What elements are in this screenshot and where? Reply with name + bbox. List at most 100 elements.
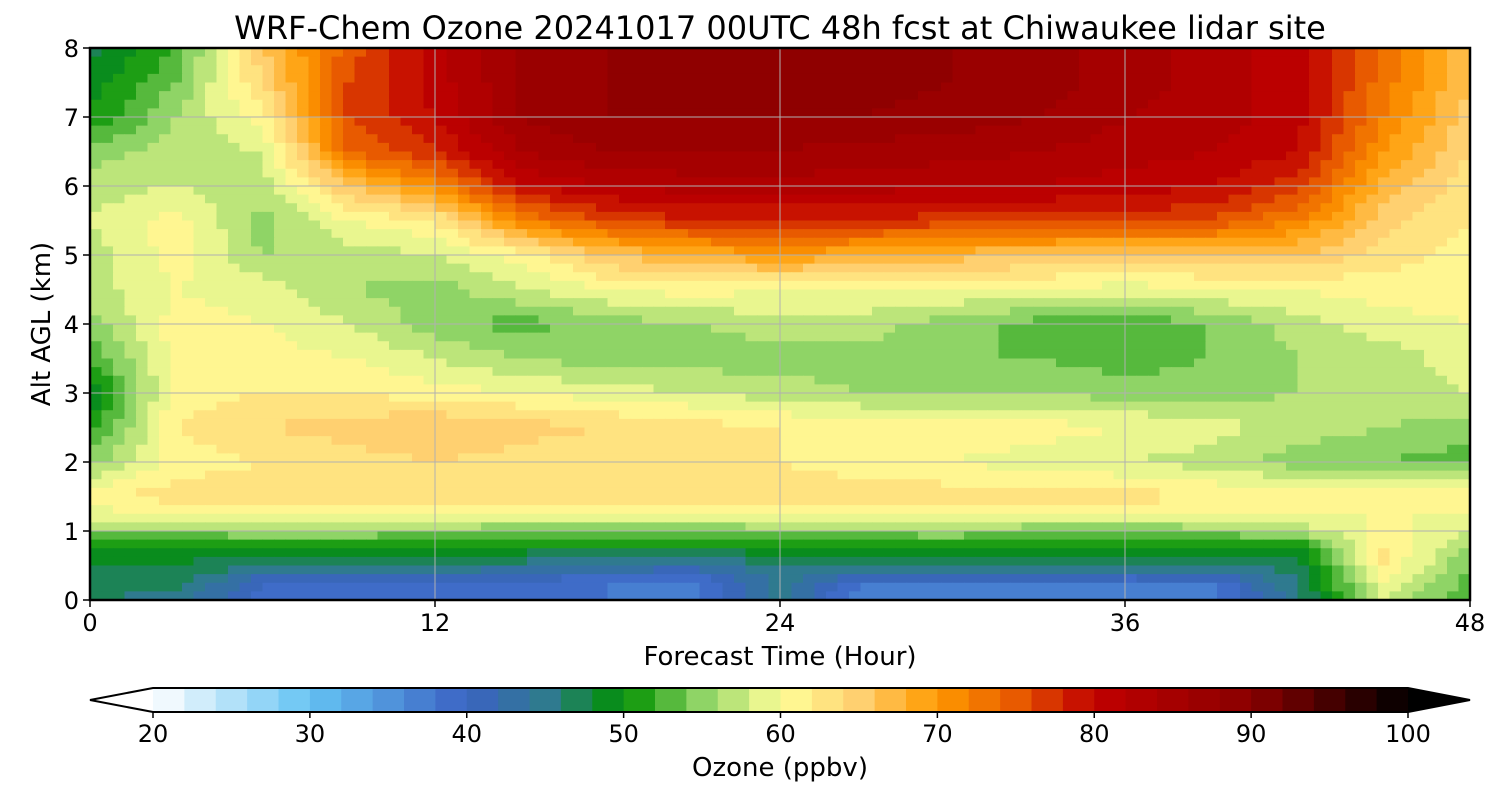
heatmap-cell <box>308 289 321 299</box>
heatmap-cell <box>998 48 1011 58</box>
heatmap-cell <box>1021 56 1034 66</box>
heatmap-cell <box>205 151 218 161</box>
heatmap-cell <box>964 194 977 204</box>
heatmap-cell <box>1171 324 1184 334</box>
heatmap-cell <box>849 298 862 308</box>
heatmap-cell <box>469 255 482 265</box>
heatmap-cell <box>216 211 229 222</box>
heatmap-cell <box>1067 375 1080 385</box>
heatmap-cell <box>734 211 747 222</box>
heatmap-cell <box>1125 134 1138 144</box>
heatmap-cell <box>216 349 229 360</box>
heatmap-cell <box>584 211 597 222</box>
heatmap-cell <box>343 280 356 291</box>
heatmap-cell <box>124 142 137 153</box>
heatmap-cell <box>883 358 896 368</box>
heatmap-cell <box>182 82 195 92</box>
heatmap-cell <box>550 367 563 377</box>
heatmap-cell <box>354 349 367 360</box>
heatmap-cell <box>504 289 517 299</box>
heatmap-cell <box>136 315 149 325</box>
heatmap-cell <box>124 237 137 247</box>
heatmap-cell <box>400 384 413 394</box>
heatmap-cell <box>1240 384 1253 394</box>
heatmap-cell <box>446 203 459 213</box>
heatmap-cell <box>377 91 390 101</box>
heatmap-cell <box>1251 306 1264 316</box>
heatmap-cell <box>918 237 931 247</box>
heatmap-cell <box>458 56 471 66</box>
heatmap-cell <box>1389 358 1402 368</box>
heatmap-cell <box>504 272 517 282</box>
heatmap-cell <box>607 56 620 66</box>
heatmap-cell <box>803 177 816 187</box>
heatmap-cell <box>285 73 298 84</box>
heatmap-cell <box>469 65 482 75</box>
heatmap-cell <box>1090 99 1103 109</box>
heatmap-cell <box>205 220 218 230</box>
heatmap-cell <box>1320 117 1333 127</box>
heatmap-cell <box>1286 117 1299 127</box>
heatmap-cell <box>1102 289 1115 299</box>
heatmap-cell <box>354 99 367 109</box>
heatmap-cell <box>412 56 425 66</box>
heatmap-cell <box>90 298 103 308</box>
heatmap-cell <box>872 289 885 299</box>
heatmap-cell <box>1021 73 1034 84</box>
heatmap-cell <box>1102 134 1115 144</box>
heatmap-cell <box>90 263 103 273</box>
heatmap-cell <box>170 263 183 273</box>
heatmap-cell <box>906 315 919 325</box>
heatmap-cell <box>814 237 827 247</box>
heatmap-cell <box>596 255 609 265</box>
heatmap-cell <box>458 65 471 75</box>
heatmap-cell <box>389 134 402 144</box>
heatmap-cell <box>458 117 471 127</box>
heatmap-cell <box>607 332 620 342</box>
heatmap-cell <box>1182 82 1195 92</box>
heatmap-cell <box>435 280 448 291</box>
heatmap-cell <box>1228 186 1241 196</box>
heatmap-cell <box>630 65 643 75</box>
heatmap-cell <box>860 349 873 360</box>
heatmap-cell <box>1217 358 1230 368</box>
heatmap-cell <box>860 160 873 170</box>
heatmap-cell <box>745 332 758 342</box>
heatmap-cell <box>1182 211 1195 222</box>
heatmap-cell <box>538 56 551 66</box>
heatmap-cell <box>1286 160 1299 170</box>
heatmap-cell <box>170 203 183 213</box>
heatmap-cell <box>1435 125 1448 135</box>
heatmap-cell <box>458 168 471 178</box>
heatmap-cell <box>849 91 862 101</box>
heatmap-cell <box>124 108 137 118</box>
heatmap-cell <box>734 168 747 178</box>
heatmap-cell <box>711 211 724 222</box>
heatmap-cell <box>113 91 126 101</box>
heatmap-cell <box>768 134 781 144</box>
heatmap-cell <box>1056 246 1069 256</box>
heatmap-cell <box>1378 375 1391 385</box>
heatmap-cell <box>228 160 241 170</box>
heatmap-cell <box>1263 194 1276 204</box>
heatmap-cell <box>1286 280 1299 291</box>
heatmap-cell <box>1194 349 1207 360</box>
heatmap-cell <box>1378 134 1391 144</box>
heatmap-cell <box>849 375 862 385</box>
heatmap-cell <box>1136 91 1149 101</box>
heatmap-cell <box>216 134 229 144</box>
heatmap-cell <box>1343 108 1356 118</box>
heatmap-cell <box>849 401 862 411</box>
heatmap-cell <box>1194 375 1207 385</box>
heatmap-cell <box>1435 117 1448 127</box>
heatmap-cell <box>515 73 528 84</box>
heatmap-cell <box>860 220 873 230</box>
heatmap-cell <box>1389 272 1402 282</box>
heatmap-cell <box>216 315 229 325</box>
heatmap-cell <box>607 280 620 291</box>
heatmap-cell <box>285 168 298 178</box>
heatmap-cell <box>964 280 977 291</box>
heatmap-cell <box>239 168 252 178</box>
heatmap-cell <box>584 280 597 291</box>
heatmap-cell <box>320 255 333 265</box>
